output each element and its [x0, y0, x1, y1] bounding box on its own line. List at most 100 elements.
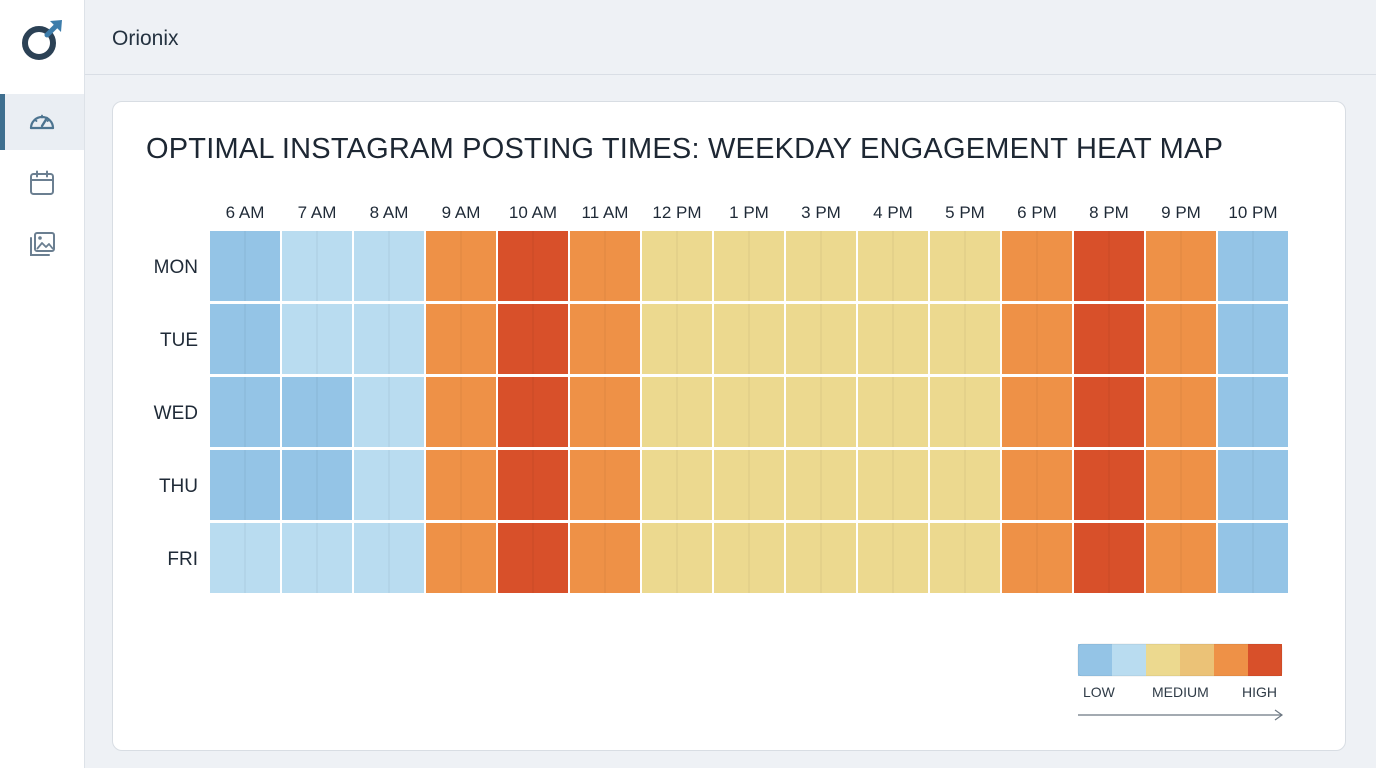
legend-swatch	[1146, 644, 1180, 676]
heatmap-cell	[354, 523, 424, 593]
heatmap-cell	[1002, 523, 1072, 593]
heatmap-cell	[1218, 523, 1288, 593]
heatmap-cell	[1002, 304, 1072, 374]
legend-swatch	[1248, 644, 1282, 676]
heatmap-cell	[786, 304, 856, 374]
heatmap-cell	[354, 304, 424, 374]
heatmap-cell	[858, 523, 928, 593]
heatmap-cell	[282, 450, 352, 520]
heatmap-cell	[714, 231, 784, 301]
heatmap-cell	[1074, 231, 1144, 301]
heatmap-cell	[210, 450, 280, 520]
heatmap-cell	[498, 523, 568, 593]
heatmap-cell	[498, 377, 568, 447]
legend-swatch	[1180, 644, 1214, 676]
heatmap-cell	[282, 523, 352, 593]
heatmap-card: OPTIMAL INSTAGRAM POSTING TIMES: WEEKDAY…	[112, 101, 1346, 751]
heatmap-cell	[1146, 231, 1216, 301]
legend-swatch	[1112, 644, 1146, 676]
heatmap-cell	[354, 377, 424, 447]
heatmap-cell	[642, 450, 712, 520]
heatmap-cell	[498, 450, 568, 520]
heatmap-cell	[426, 450, 496, 520]
heatmap-cell	[858, 304, 928, 374]
legend-arrow-head	[1274, 709, 1284, 721]
heatmap-cell	[498, 304, 568, 374]
sidebar-item-media[interactable]	[0, 216, 84, 272]
heatmap-cell	[1002, 377, 1072, 447]
heatmap-cell	[210, 304, 280, 374]
heatmap-cell	[930, 231, 1000, 301]
legend-swatch	[1078, 644, 1112, 676]
heatmap-cell	[1146, 377, 1216, 447]
heatmap-cell	[570, 304, 640, 374]
x-tick-label: 4 PM	[873, 203, 913, 222]
heatmap-cell	[930, 377, 1000, 447]
heatmap-cell	[1074, 523, 1144, 593]
heatmap-cell	[1146, 523, 1216, 593]
heatmap-cell	[930, 450, 1000, 520]
heatmap-cell	[570, 450, 640, 520]
heatmap-cell	[714, 450, 784, 520]
heatmap-cell	[858, 450, 928, 520]
x-tick-label: 10 PM	[1228, 203, 1277, 222]
calendar-icon	[30, 170, 54, 195]
heatmap-cell	[786, 231, 856, 301]
heatmap-cell	[210, 377, 280, 447]
y-tick-label: FRI	[167, 549, 198, 570]
sidebar	[0, 0, 85, 768]
heatmap-cell	[570, 523, 640, 593]
sidebar-item-calendar[interactable]	[0, 155, 84, 211]
heatmap-cell	[570, 377, 640, 447]
x-tick-label: 6 PM	[1017, 203, 1057, 222]
heatmap-cell	[786, 450, 856, 520]
legend-label-medium: MEDIUM	[1152, 684, 1209, 700]
heatmap-cell	[858, 231, 928, 301]
heatmap-cell	[426, 304, 496, 374]
x-tick-label: 8 PM	[1089, 203, 1129, 222]
heatmap-cell	[282, 377, 352, 447]
heatmap-cell	[1146, 450, 1216, 520]
legend-label-high: HIGH	[1242, 684, 1277, 700]
x-tick-label: 9 PM	[1161, 203, 1201, 222]
legend-label-low: LOW	[1083, 684, 1115, 700]
heatmap-cell	[1074, 450, 1144, 520]
heatmap-cell	[282, 304, 352, 374]
heatmap-cell	[426, 523, 496, 593]
heatmap-cell	[642, 231, 712, 301]
heatmap-cell	[1146, 304, 1216, 374]
gallery-icon	[30, 232, 55, 256]
y-tick-label: THU	[159, 476, 198, 497]
heatmap-cell	[1218, 231, 1288, 301]
y-tick-label: MON	[154, 257, 198, 278]
heatmap-cell	[1074, 304, 1144, 374]
x-tick-label: 12 PM	[652, 203, 701, 222]
orionix-logo-icon	[22, 20, 62, 60]
x-tick-label: 11 AM	[582, 203, 629, 222]
heatmap-cell	[714, 523, 784, 593]
sidebar-item-dashboard[interactable]	[0, 94, 84, 150]
x-tick-label: 5 PM	[945, 203, 985, 222]
heatmap-cell	[642, 304, 712, 374]
app-title: Orionix	[112, 27, 179, 50]
x-tick-label: 6 AM	[226, 203, 265, 222]
heatmap-cell	[570, 231, 640, 301]
heatmap-cell	[354, 450, 424, 520]
legend-bar-outline	[1077, 643, 1283, 677]
y-tick-label: WED	[154, 403, 198, 424]
y-tick-label: TUE	[160, 330, 198, 351]
heatmap-cell	[426, 231, 496, 301]
heatmap-cell	[930, 304, 1000, 374]
heatmap-cell	[282, 231, 352, 301]
heatmap-cell	[786, 377, 856, 447]
legend-swatch	[1214, 644, 1248, 676]
heatmap-cell	[210, 523, 280, 593]
heatmap-cell	[858, 377, 928, 447]
heatmap-cell	[714, 304, 784, 374]
chart-title: OPTIMAL INSTAGRAM POSTING TIMES: WEEKDAY…	[146, 133, 1224, 165]
top-bar: Orionix	[85, 0, 1376, 75]
heatmap-cell	[426, 377, 496, 447]
x-tick-label: 7 AM	[298, 203, 337, 222]
heatmap-cell	[642, 523, 712, 593]
heatmap-cell	[1218, 450, 1288, 520]
